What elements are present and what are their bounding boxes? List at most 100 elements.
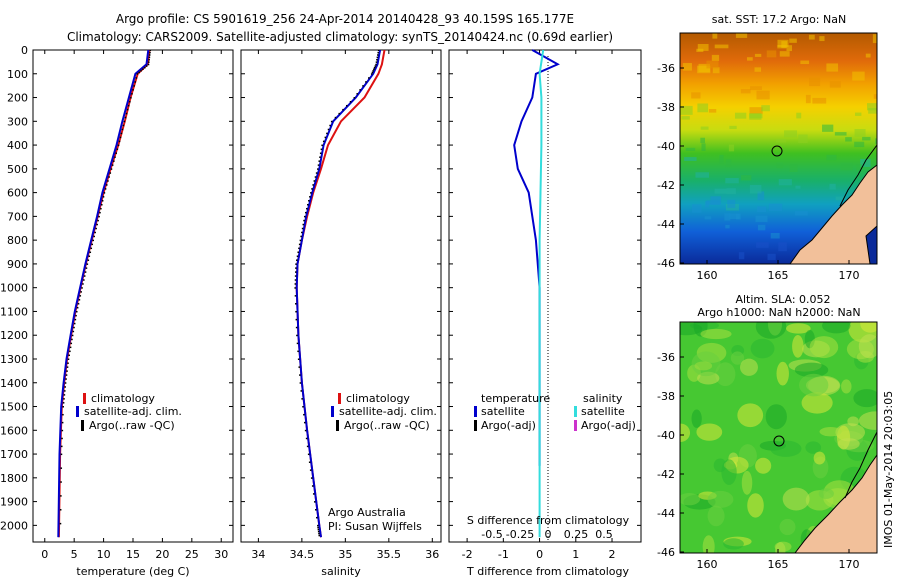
sst-cell [750,86,762,91]
sst-cell [757,206,767,213]
argo-sample-point [89,251,92,254]
argo-sample-point [120,132,123,135]
depth-tick-label: 600 [7,187,28,200]
argo-float-marker [773,435,785,447]
argo-sample-point [100,207,102,210]
sla-cell [853,389,877,408]
sst-cell [712,33,718,39]
s-difference-tick-label: 0.5 [595,528,613,541]
argo-sample-point [76,306,79,309]
x-tick-label: 35 [338,548,352,561]
argo-sample-point [326,132,328,135]
sst-cell [726,188,736,195]
argo-sample-point [148,61,150,63]
argo-sample-point [75,314,77,317]
sst-cell [761,105,770,112]
argo-sample-point [59,522,62,525]
argo-sample-point [373,66,376,69]
argo-sample-point [61,437,63,440]
argo-sample-point [330,120,333,123]
sst-cell [685,147,696,151]
depth-tick-label: 1800 [0,472,28,485]
argo-sample-point [115,152,117,154]
lat-tick-label: -46 [657,257,675,270]
depth-tick-label: 1700 [0,448,28,461]
s-difference-tick-label: -0.5 [481,528,502,541]
argo-sample-point [127,104,130,107]
series-line [57,49,150,538]
argo-sample-point [95,227,97,230]
difference-legend: temperature satellite Argo(-adj) salinit… [474,392,636,432]
argo-sample-point [317,164,320,166]
argo-sample-point [108,176,110,178]
argo-sample-point [103,192,106,194]
coastline [839,144,877,207]
sst-cell [860,158,871,167]
sst-cell [809,77,821,87]
sla-cell [750,338,775,359]
sst-cell [840,162,853,171]
argo-sample-point [86,263,89,265]
sst-cell [795,185,801,189]
s-difference-tick-label: 0.25 [564,528,589,541]
sst-cell [845,137,852,142]
legend-salinity-argo: Argo(-adj) [581,419,636,432]
sla-cell [794,362,829,378]
sst-cell [725,159,732,168]
sla-cell [779,518,796,536]
lat-tick-label: -46 [657,546,675,559]
imos-timestamp: IMOS 01-May-2014 20:03:05 [882,391,895,548]
argo-sample-point [315,172,318,174]
sla-cell [747,493,764,518]
argo-sample-point [298,247,300,250]
x-tick-label: 2 [609,548,616,561]
sst-cell [728,144,735,152]
depth-tick-label: 700 [7,210,28,223]
legend-salinity-title: salinity [583,392,623,405]
argo-sample-point [113,160,115,162]
argo-sample-point [111,164,114,166]
argo-sample-point [109,172,112,174]
argo-sample-point [318,532,320,535]
sst-cell [681,116,690,120]
argo-sample-point [74,318,77,321]
argo-sample-point [99,211,101,214]
argo-sample-point [311,485,314,487]
argo-sample-point [62,402,65,404]
argo-sample-point [145,65,148,67]
argo-sample-point [65,378,67,380]
pi-label: PI: Susan Wijffels [328,520,422,533]
argo-sample-point [301,227,304,230]
argo-sample-point [296,259,298,261]
argo-sample-point [66,370,68,372]
argo-sample-point [60,481,62,483]
sst-cell [867,103,877,111]
sst-cell [706,60,719,69]
sst-cell [829,81,841,88]
legend-temperature-argo: Argo(-adj) [481,419,536,432]
sst-cell [767,253,776,261]
legend-argo: Argo(..raw -QC) [344,419,430,432]
sst-cell [697,103,709,113]
sst-cell [712,67,720,74]
argo-sample-point [70,342,73,345]
land-mass [794,454,877,553]
sst-cell [856,164,862,171]
argo-sample-point [377,54,379,56]
depth-tick-label: 1900 [0,496,28,509]
sst-cell [749,185,762,194]
sla-cell [696,423,723,441]
argo-sample-point [61,429,64,432]
argo-sample-point [72,330,75,333]
argo-sample-point [78,299,81,301]
argo-sample-point [149,51,151,54]
sst-cell [729,213,740,220]
argo-sample-point [321,144,323,147]
sla-cell [813,451,826,465]
sst-cell [755,215,768,223]
argo-sample-point [317,526,319,529]
argo-sample-point [306,445,309,448]
sst-cell [696,48,704,52]
argo-sample-point [294,295,297,297]
series-line [538,49,545,538]
